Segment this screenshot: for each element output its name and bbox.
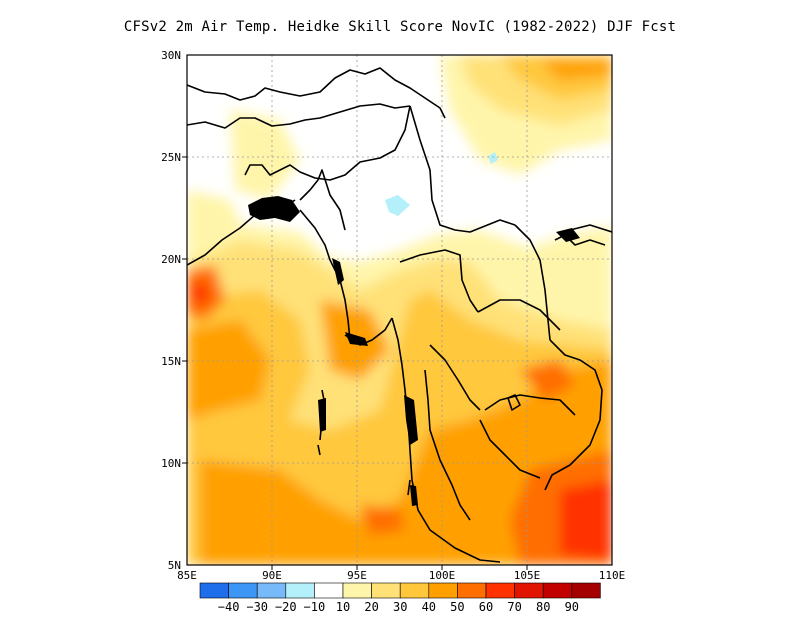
colorbar-swatch [514, 582, 544, 599]
lon-tick-label: 90E [262, 569, 282, 582]
colorbar-swatch [199, 582, 229, 599]
lat-tick-label: 30N [161, 49, 181, 62]
colorbar-swatch [485, 582, 515, 599]
colorbar-label: −30 [246, 600, 268, 614]
axis-ticks [182, 156, 528, 570]
colorbar-swatch [314, 582, 344, 599]
colorbar-label: 80 [536, 600, 550, 614]
colorbar-label: 70 [507, 600, 521, 614]
colorbar-swatch [228, 582, 258, 599]
colorbar-label: −20 [275, 600, 297, 614]
colorbar-label: 90 [565, 600, 579, 614]
colorbar-swatch [542, 582, 573, 599]
shaded-skill-field [187, 55, 612, 565]
colorbar-swatch [342, 582, 372, 599]
colorbar-label: 30 [393, 600, 407, 614]
coastlines-and-borders [187, 67, 612, 563]
colorbar-label: 20 [364, 600, 378, 614]
colorbar-label: −40 [218, 600, 240, 614]
lat-tick-label: 20N [161, 253, 181, 266]
lon-tick-label: 85E [177, 569, 197, 582]
dense-coast-regions [248, 196, 580, 506]
lon-tick-label: 105E [514, 569, 541, 582]
lat-tick-label: 10N [161, 457, 181, 470]
lon-tick-label: 95E [347, 569, 367, 582]
lat-tick-label: 5N [168, 559, 181, 572]
colorbar-swatch [285, 582, 315, 599]
colorbar-swatch [256, 582, 287, 599]
lat-lon-grid [187, 55, 612, 565]
colorbar [199, 582, 601, 599]
colorbar-label: 40 [422, 600, 436, 614]
lon-tick-label: 110E [599, 569, 626, 582]
colorbar-swatch [428, 582, 458, 599]
lat-tick-label: 25N [161, 151, 181, 164]
colorbar-swatch [571, 582, 601, 599]
colorbar-swatch [371, 582, 401, 599]
lat-tick-label: 15N [161, 355, 181, 368]
map-title: CFSv2 2m Air Temp. Heidke Skill Score No… [123, 19, 677, 35]
colorbar-label: 60 [479, 600, 493, 614]
colorbar-label: 50 [450, 600, 464, 614]
colorbar-label: −10 [304, 600, 326, 614]
colorbar-swatch [399, 582, 430, 599]
colorbar-swatch [457, 582, 487, 599]
colorbar-label: 10 [336, 600, 350, 614]
colorbar-labels: −40 −30 −20 −10 10 20 30 40 50 60 70 80 90 [218, 600, 579, 614]
map-frame [186, 54, 613, 566]
lon-tick-label: 100E [429, 569, 456, 582]
